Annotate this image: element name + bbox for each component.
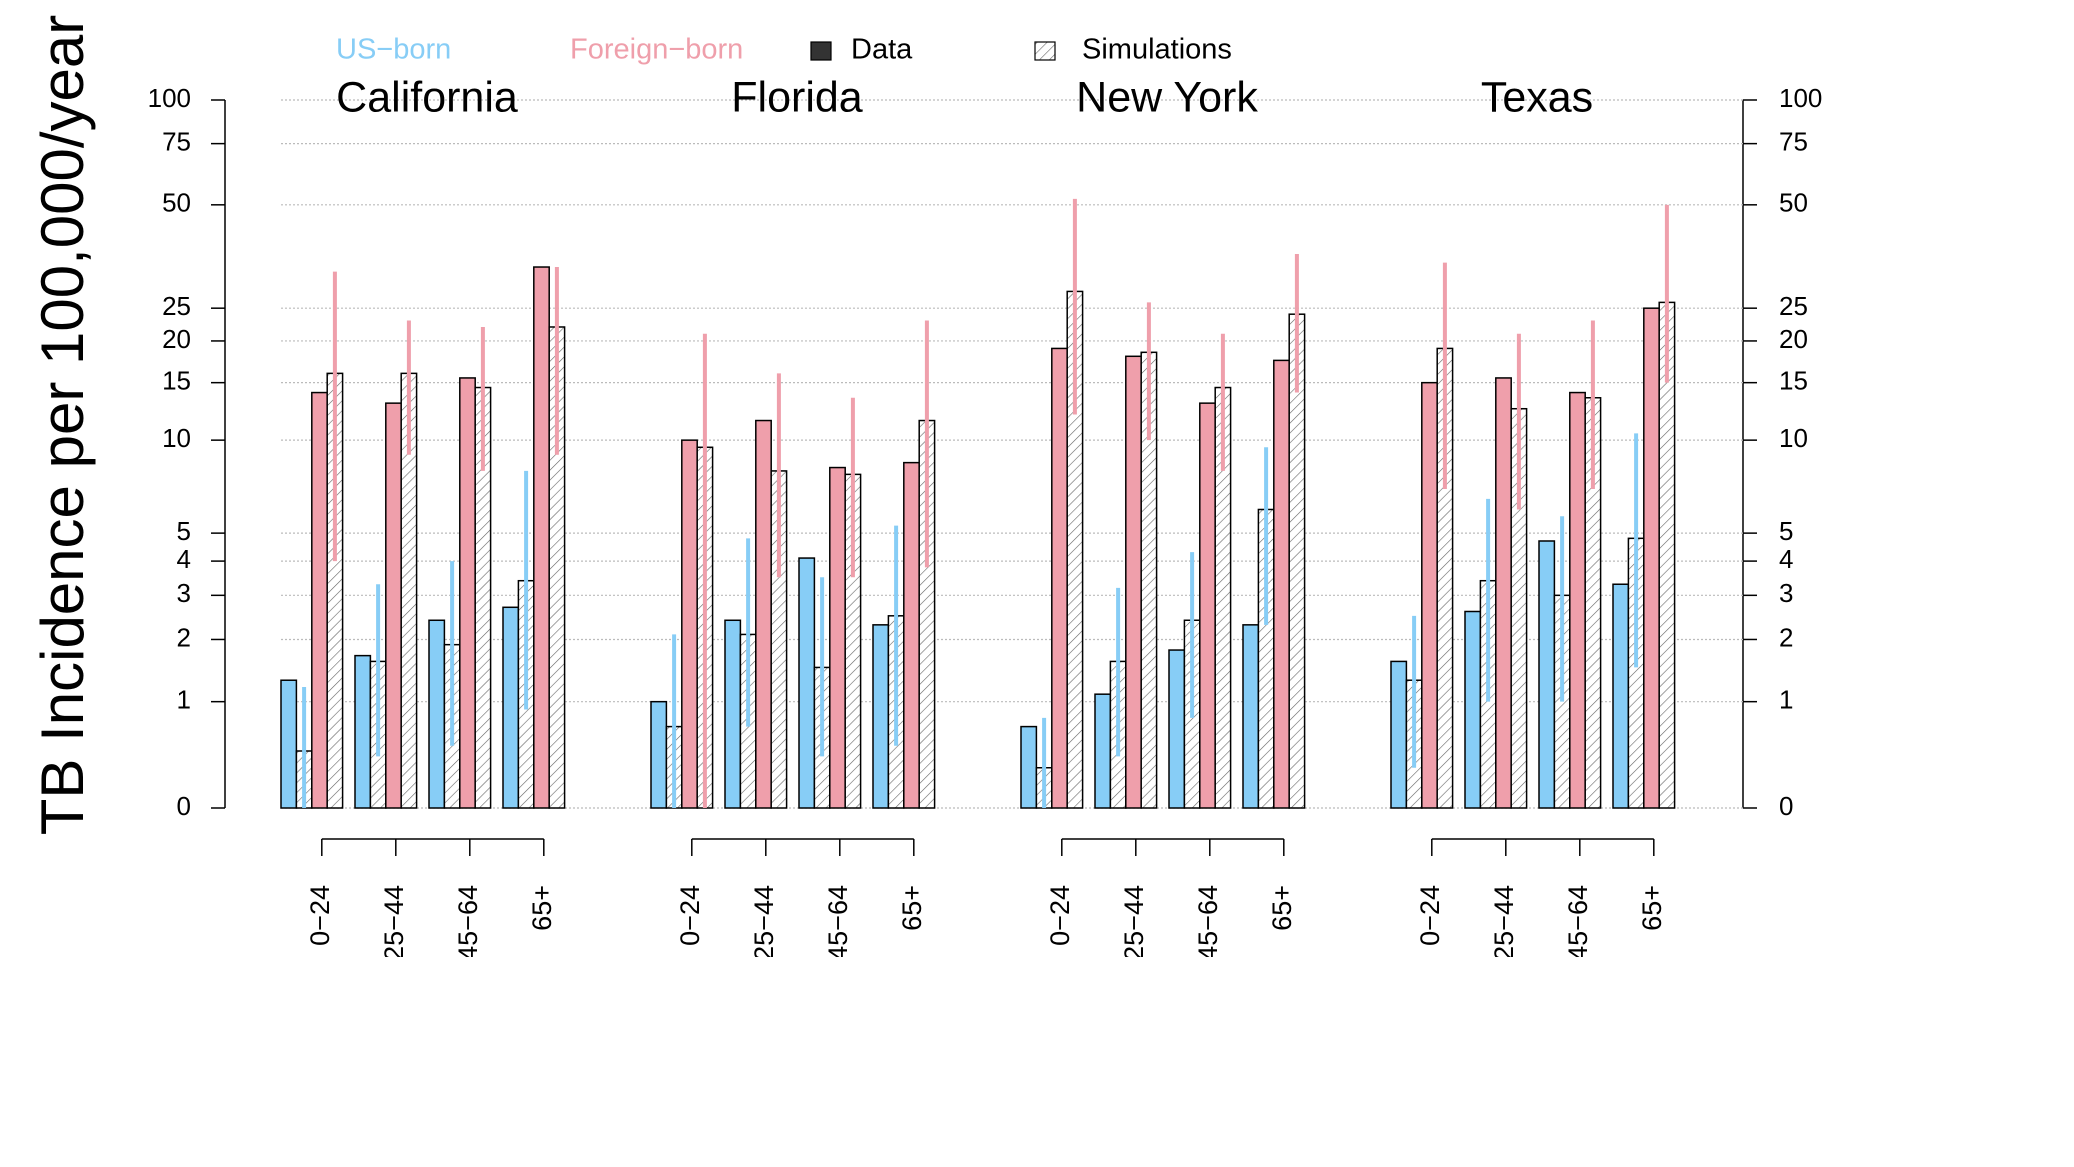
y-tick-label: 10: [162, 423, 191, 453]
legend-label: Simulations: [1082, 34, 1232, 66]
y-tick-label: 50: [162, 188, 191, 218]
legend-label: Data: [851, 34, 913, 66]
x-tick-label: 0−24: [1415, 885, 1445, 946]
y-tick-label: 5: [177, 516, 191, 546]
x-tick-label: 0−24: [1045, 885, 1075, 946]
y2-tick-label: 15: [1779, 366, 1808, 396]
data-bar: [311, 391, 328, 809]
data-bar: [459, 377, 476, 809]
data-bar: [724, 619, 742, 809]
x-tick-label: 25−44: [1489, 885, 1519, 961]
y-tick-label: 1: [177, 685, 191, 715]
panel-title: New York: [1076, 73, 1258, 121]
y-tick-label: 4: [177, 544, 191, 574]
data-bar: [385, 402, 402, 809]
data-bar: [280, 679, 298, 809]
y2-tick-label: 2: [1779, 622, 1793, 652]
data-bar: [533, 266, 550, 809]
data-bar: [1390, 660, 1408, 809]
panel-title: Florida: [731, 73, 863, 121]
y2-tick-label: 0: [1779, 791, 1793, 821]
y2-tick-label: 1: [1779, 685, 1793, 715]
legend-swatch: [810, 41, 832, 61]
x-tick-label: 45−64: [453, 885, 483, 961]
y2-tick-label: 75: [1779, 127, 1808, 157]
y2-tick-label: 5: [1779, 516, 1793, 546]
y2-tick-label: 100: [1779, 83, 1822, 113]
y2-tick-label: 3: [1779, 578, 1793, 608]
data-bar: [1464, 610, 1482, 809]
legend-swatch: [1034, 41, 1056, 61]
data-bar: [755, 419, 772, 809]
data-bar: [1051, 347, 1068, 809]
legend-label: Foreign−born: [570, 34, 743, 66]
y2-tick-label: 10: [1779, 423, 1808, 453]
panel-title: Texas: [1481, 73, 1593, 121]
data-bar: [1242, 624, 1260, 809]
y2-tick-label: 4: [1779, 544, 1793, 574]
y2-tick-label: 25: [1779, 291, 1808, 321]
y-axis-title: TB Incidence per 100,000/year: [29, 15, 96, 836]
y-tick-label: 2: [177, 622, 191, 652]
x-tick-label: 65+: [897, 885, 927, 931]
x-tick-label: 65+: [527, 885, 557, 931]
y2-tick-label: 20: [1779, 324, 1808, 354]
data-bar: [1273, 359, 1290, 809]
panel-title: California: [336, 73, 518, 121]
data-bar: [1643, 307, 1660, 809]
x-tick-label: 25−44: [379, 885, 409, 961]
data-bar: [354, 654, 372, 809]
data-bar: [829, 466, 846, 809]
x-tick-label: 65+: [1637, 885, 1667, 931]
data-bar: [1538, 540, 1556, 809]
data-bar: [1199, 402, 1216, 809]
x-tick-label: 65+: [1267, 885, 1297, 931]
y-tick-label: 20: [162, 324, 191, 354]
data-bar: [903, 461, 920, 809]
y2-tick-label: 50: [1779, 188, 1808, 218]
x-tick-label: 25−44: [749, 885, 779, 961]
y-tick-label: 0: [177, 791, 191, 821]
data-bar: [798, 557, 816, 809]
x-tick-label: 0−24: [675, 885, 705, 946]
legend-label: US−born: [336, 34, 451, 66]
data-bar: [1569, 391, 1586, 809]
data-bar: [428, 619, 446, 809]
y-tick-label: 3: [177, 578, 191, 608]
data-bar: [872, 624, 890, 809]
data-bar: [1421, 381, 1438, 809]
y-tick-label: 100: [148, 83, 191, 113]
data-bar: [681, 439, 698, 809]
data-bar: [1094, 693, 1112, 809]
y-tick-label: 25: [162, 291, 191, 321]
x-tick-label: 45−64: [823, 885, 853, 961]
y-tick-label: 15: [162, 366, 191, 396]
data-bar: [502, 606, 520, 809]
x-tick-label: 25−44: [1119, 885, 1149, 961]
x-tick-label: 45−64: [1193, 885, 1223, 961]
data-bar: [1612, 583, 1630, 809]
data-bar: [1020, 725, 1038, 809]
data-bar: [650, 700, 668, 809]
data-bar: [1495, 377, 1512, 809]
data-bar: [1125, 355, 1142, 809]
x-tick-label: 45−64: [1563, 885, 1593, 961]
clip-mask: [0, 957, 2074, 1167]
y-tick-label: 75: [162, 127, 191, 157]
data-bar: [1168, 649, 1186, 809]
x-tick-label: 0−24: [305, 885, 335, 946]
